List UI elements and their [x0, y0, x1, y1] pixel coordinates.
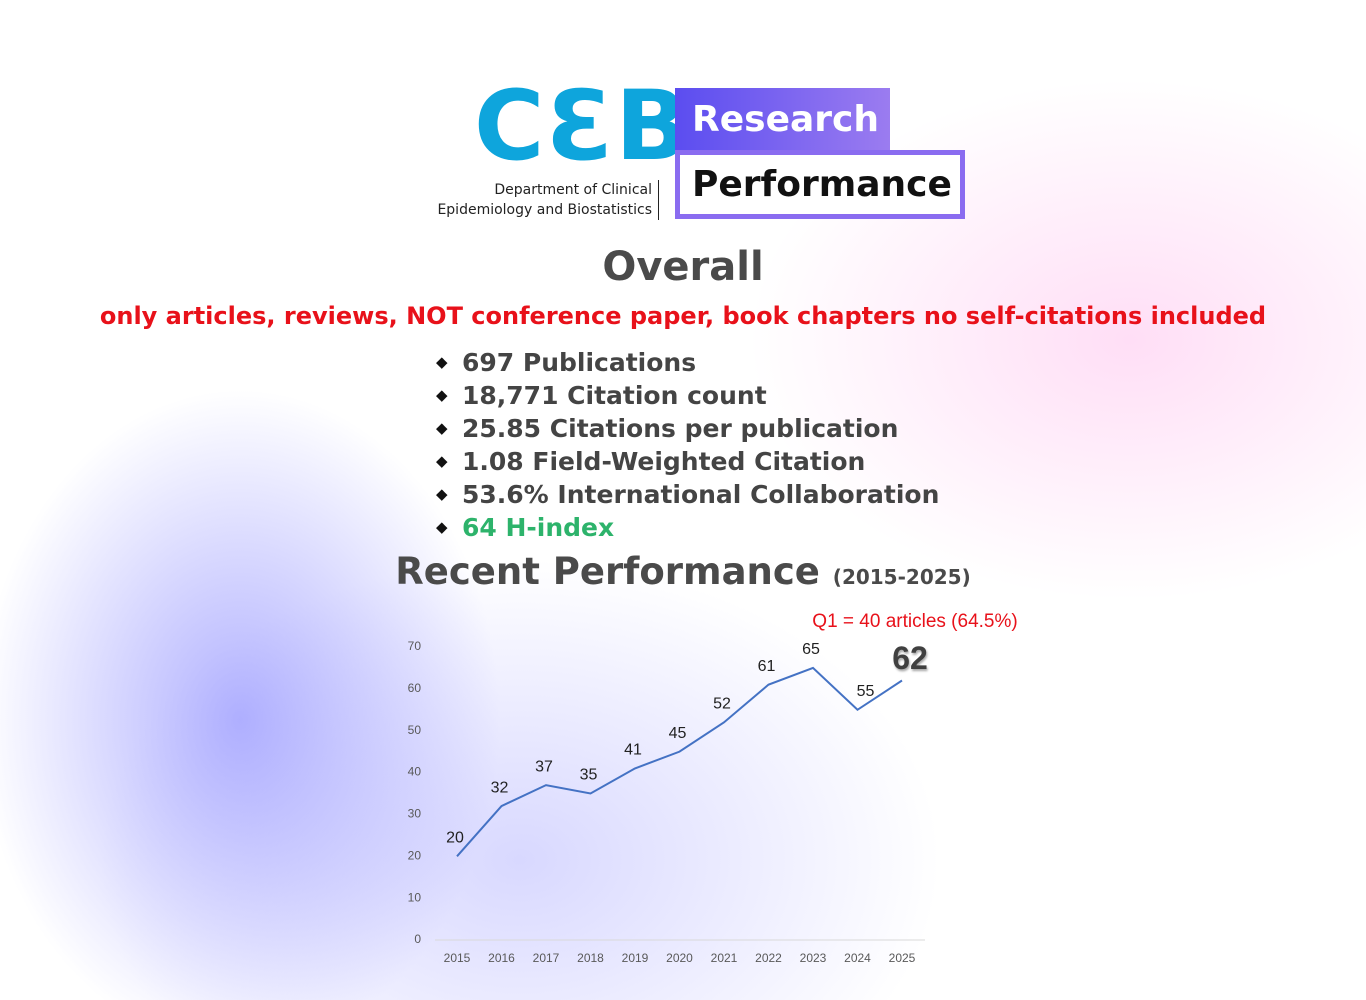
overall-item: 25.85 Citations per publication [436, 414, 898, 443]
overall-note: only articles, reviews, NOT conference p… [99, 302, 1267, 330]
y-tick-label: 20 [408, 848, 422, 862]
badge-bottom: Performance [675, 150, 965, 219]
overall-item: 64 H-index [436, 513, 614, 542]
data-label: 61 [758, 658, 776, 675]
data-label: 52 [713, 696, 731, 713]
y-tick-label: 70 [408, 639, 422, 653]
x-tick-label: 2018 [577, 951, 604, 965]
y-tick-label: 30 [408, 807, 422, 821]
department: Department of Clinical Epidemiology and … [380, 180, 659, 220]
data-label: 45 [669, 725, 687, 742]
data-label: 35 [580, 767, 598, 784]
y-tick-label: 0 [414, 932, 421, 946]
chart-heading: Recent Performance (2015-2025) [0, 550, 1366, 593]
overall-item: 697 Publications [436, 348, 696, 377]
department-line: Epidemiology and Biostatistics [437, 202, 652, 218]
x-tick-label: 2021 [711, 951, 738, 965]
data-label: 20 [446, 830, 464, 847]
y-tick-label: 50 [408, 723, 422, 737]
x-tick-label: 2025 [889, 951, 916, 965]
data-label: 41 [624, 742, 642, 759]
overall-title: Overall [602, 244, 764, 290]
logo: CƐB [474, 70, 691, 182]
overall-item: 53.6% International Collaboration [436, 480, 939, 509]
line [456, 666, 903, 857]
overall-item: 1.08 Field-Weighted Citation [436, 447, 865, 476]
overall-item: 18,771 Citation count [436, 381, 767, 410]
x-tick-label: 2017 [533, 951, 560, 965]
chart-title: Recent Performance [395, 550, 820, 593]
x-tick-label: 2023 [800, 951, 827, 965]
data-label: 65 [802, 641, 820, 658]
y-tick-label: 60 [408, 681, 422, 695]
x-tick-label: 2019 [622, 951, 649, 965]
data-label: 62 [892, 640, 928, 676]
data-label: 55 [857, 683, 875, 700]
x-tick-label: 2015 [444, 951, 471, 965]
x-tick-label: 2022 [755, 951, 782, 965]
x-tick-label: 2020 [666, 951, 693, 965]
data-label: 37 [535, 758, 553, 775]
y-tick-label: 10 [408, 890, 422, 904]
y-tick-label: 40 [408, 765, 422, 779]
department-line: Department of Clinical [494, 182, 652, 198]
x-tick-label: 2016 [488, 951, 515, 965]
data-label: 32 [491, 779, 509, 796]
badge-top: Research [675, 88, 890, 152]
chart-subtitle: (2015-2025) [832, 565, 971, 589]
x-tick-label: 2024 [844, 951, 871, 965]
annotation: Q1 = 40 articles (64.5%) [812, 611, 1017, 632]
